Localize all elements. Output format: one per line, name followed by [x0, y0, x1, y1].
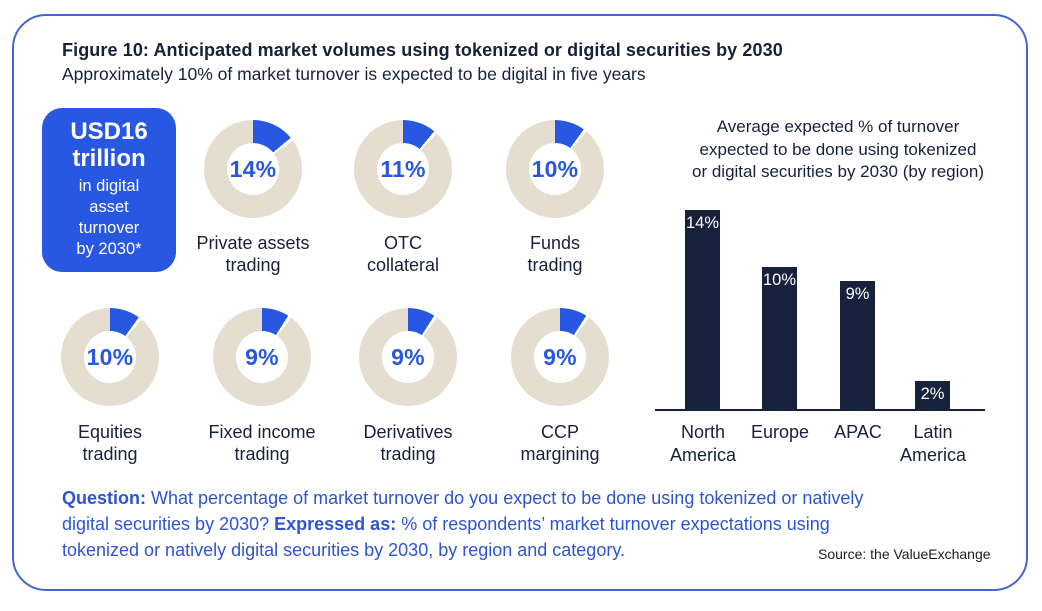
bar-tick-latin-america: Latin America	[899, 422, 966, 465]
bar-value-label: 14%	[685, 214, 720, 232]
donut-percentage: 9%	[245, 343, 279, 370]
donut-percentage: 14%	[229, 155, 277, 182]
donut-label-derivatives-trading: Derivatives trading	[363, 422, 453, 465]
donut-label-ccp-margining: CCP margining	[520, 422, 600, 465]
bar-value-label: 10%	[762, 271, 797, 289]
bar-tick-north-america: North America	[669, 422, 736, 465]
donut-funds-trading: 10%	[506, 120, 604, 218]
donut-percentage: 9%	[543, 343, 577, 370]
donut-percentage: 10%	[531, 155, 579, 182]
donut-hole: 9%	[236, 331, 288, 383]
bar-chart-title: Average expected % of turnover expected …	[692, 117, 984, 182]
bar-tick-apac: APAC	[834, 422, 882, 442]
donut-private-assets-trading: 14%	[204, 120, 302, 218]
bar-tick-europe: Europe	[750, 422, 810, 442]
bar-chart-plot-area: 14% 10% 9% 2%	[655, 198, 985, 411]
bar-europe: 10%	[762, 267, 797, 409]
expressed-as-body: % of respondents’ market turnover expect…	[62, 513, 830, 560]
donut-fixed-income-trading: 9%	[213, 308, 311, 406]
donut-label-private-assets-trading: Private assets trading	[196, 233, 310, 276]
donut-hole: 14%	[227, 143, 279, 195]
figure-title: Figure 10: Anticipated market volumes us…	[62, 40, 783, 60]
donut-label-equities-trading: Equities trading	[77, 422, 143, 465]
donut-hole: 9%	[382, 331, 434, 383]
donut-label-funds-trading: Funds trading	[527, 233, 583, 276]
bar-value-label: 9%	[845, 285, 870, 303]
donut-percentage: 9%	[391, 343, 425, 370]
donut-hole: 11%	[377, 143, 429, 195]
expressed-as-label: Expressed as:	[274, 513, 397, 534]
donut-equities-trading: 10%	[61, 308, 159, 406]
bar-apac: 9%	[840, 281, 875, 409]
donut-percentage: 10%	[86, 343, 134, 370]
bar-value-label: 2%	[920, 385, 945, 403]
highlight-box: USD16 trillion in digital asset turnover…	[42, 108, 176, 272]
highlight-value-line1: USD16	[70, 118, 148, 145]
donut-hole: 9%	[534, 331, 586, 383]
highlight-value-line2: trillion	[72, 144, 146, 172]
question-text: Question: What percentage of market turn…	[62, 486, 974, 564]
donut-label-fixed-income-trading: Fixed income trading	[208, 422, 316, 465]
bar-latin-america: 2%	[915, 381, 950, 409]
highlight-caption: in digital asset turnover by 2030*	[76, 176, 142, 259]
donut-otc-collateral: 11%	[354, 120, 452, 218]
question-body: What percentage of market turnover do yo…	[62, 488, 864, 534]
figure-subtitle: Approximately 10% of market turnover is …	[62, 64, 646, 84]
donut-derivatives-trading: 9%	[359, 308, 457, 406]
donut-hole: 10%	[84, 331, 136, 383]
donut-ccp-margining: 9%	[511, 308, 609, 406]
donut-percentage: 11%	[380, 155, 426, 182]
donut-hole: 10%	[529, 143, 581, 195]
donut-label-otc-collateral: OTC collateral	[366, 233, 440, 276]
bar-north-america: 14%	[685, 210, 720, 409]
question-label: Question:	[62, 488, 146, 508]
source-attribution: Source: the ValueExchange	[818, 546, 991, 562]
